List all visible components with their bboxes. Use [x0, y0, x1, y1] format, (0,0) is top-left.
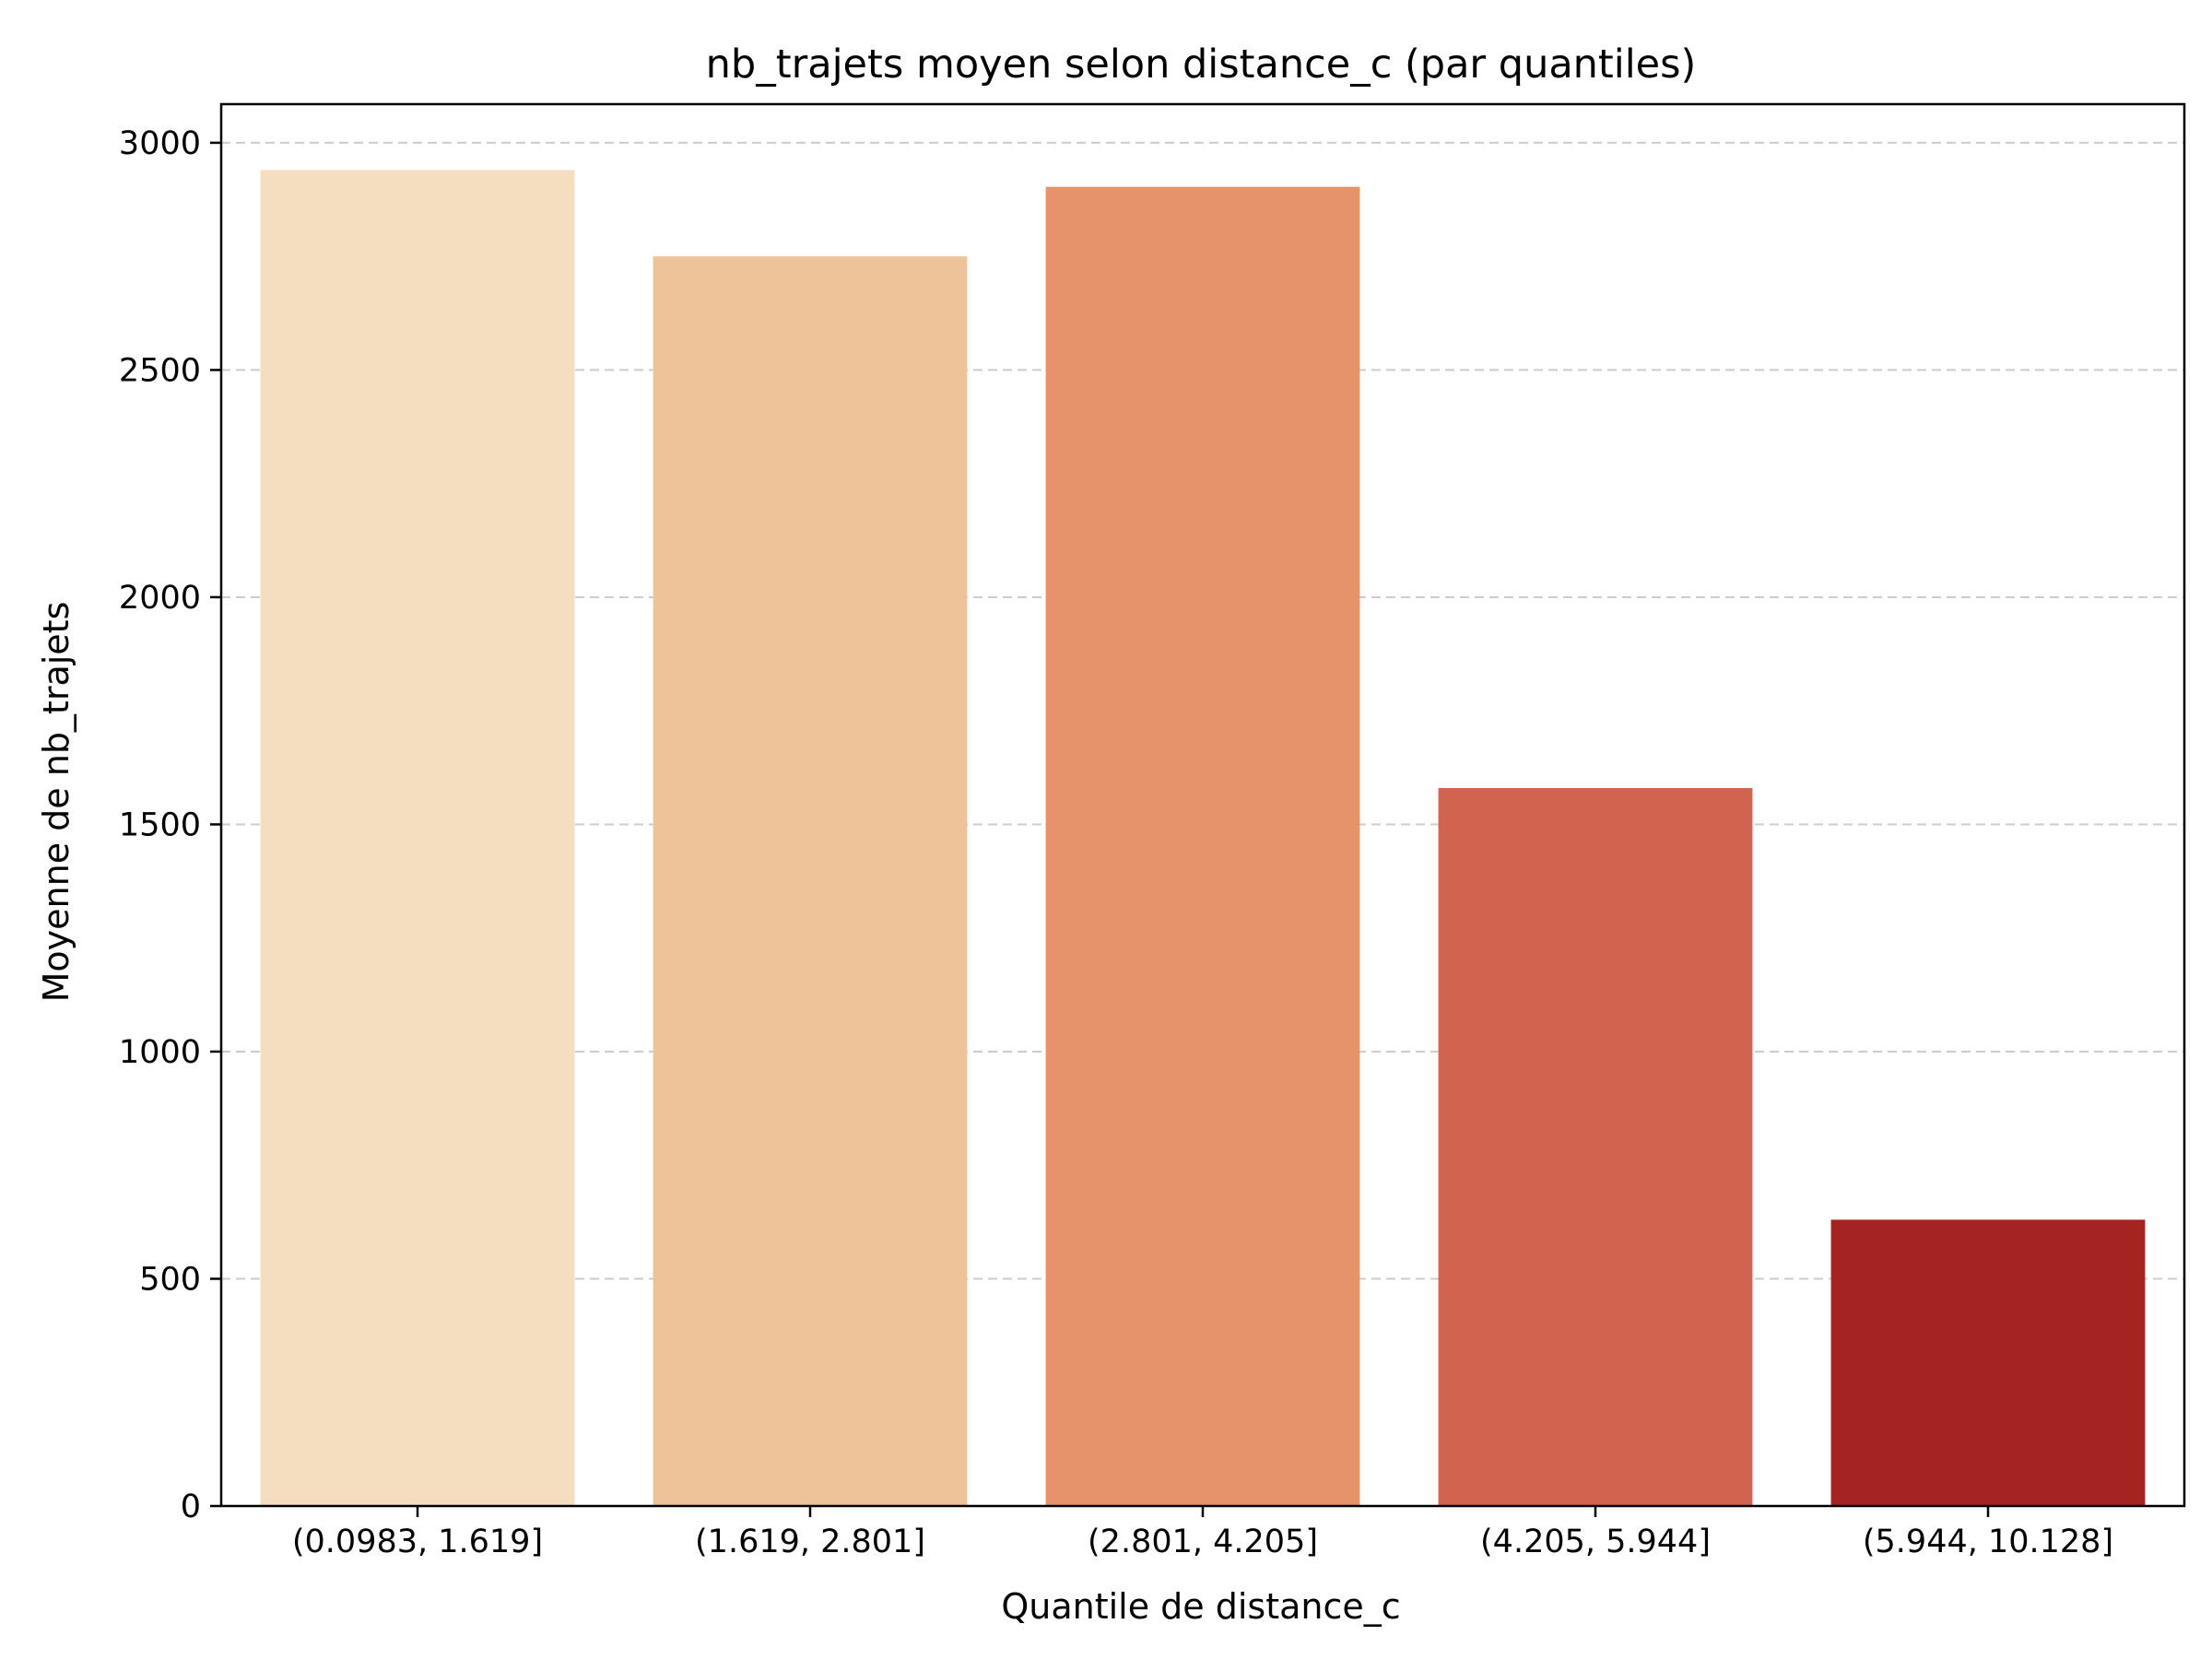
y-tick-label: 0 [181, 1488, 201, 1525]
y-axis-label: Moyenne de nb_trajets [36, 602, 76, 1003]
x-tick-label: (2.801, 4.205] [1088, 1524, 1318, 1560]
x-tick-label: (4.205, 5.944] [1480, 1524, 1711, 1560]
x-tick-label: (0.0983, 1.619] [292, 1524, 543, 1560]
y-tick-label: 3000 [119, 125, 201, 162]
y-tick-label: 1500 [119, 806, 201, 843]
x-tick-label: (1.619, 2.801] [695, 1524, 925, 1560]
x-tick-label: (5.944, 10.128] [1863, 1524, 2113, 1560]
chart-title: nb_trajets moyen selon distance_c (par q… [706, 41, 1697, 88]
bar [260, 170, 575, 1506]
x-axis-ticks: (0.0983, 1.619] (1.619, 2.801] (2.801, 4.2… [292, 1506, 2113, 1560]
y-tick-label: 2000 [119, 580, 201, 617]
y-tick-label: 2500 [119, 352, 201, 389]
bars [260, 170, 2146, 1507]
y-axis-ticks: 0 500 1000 1500 2000 2500 3000 [119, 125, 221, 1525]
y-tick-label: 1000 [119, 1034, 201, 1071]
bar [1045, 186, 1360, 1507]
bar [1830, 1219, 2146, 1506]
y-tick-label: 500 [139, 1261, 201, 1298]
bar [1438, 788, 1753, 1506]
x-axis-label: Quantile de distance_c [1001, 1586, 1400, 1627]
bar [653, 256, 968, 1507]
